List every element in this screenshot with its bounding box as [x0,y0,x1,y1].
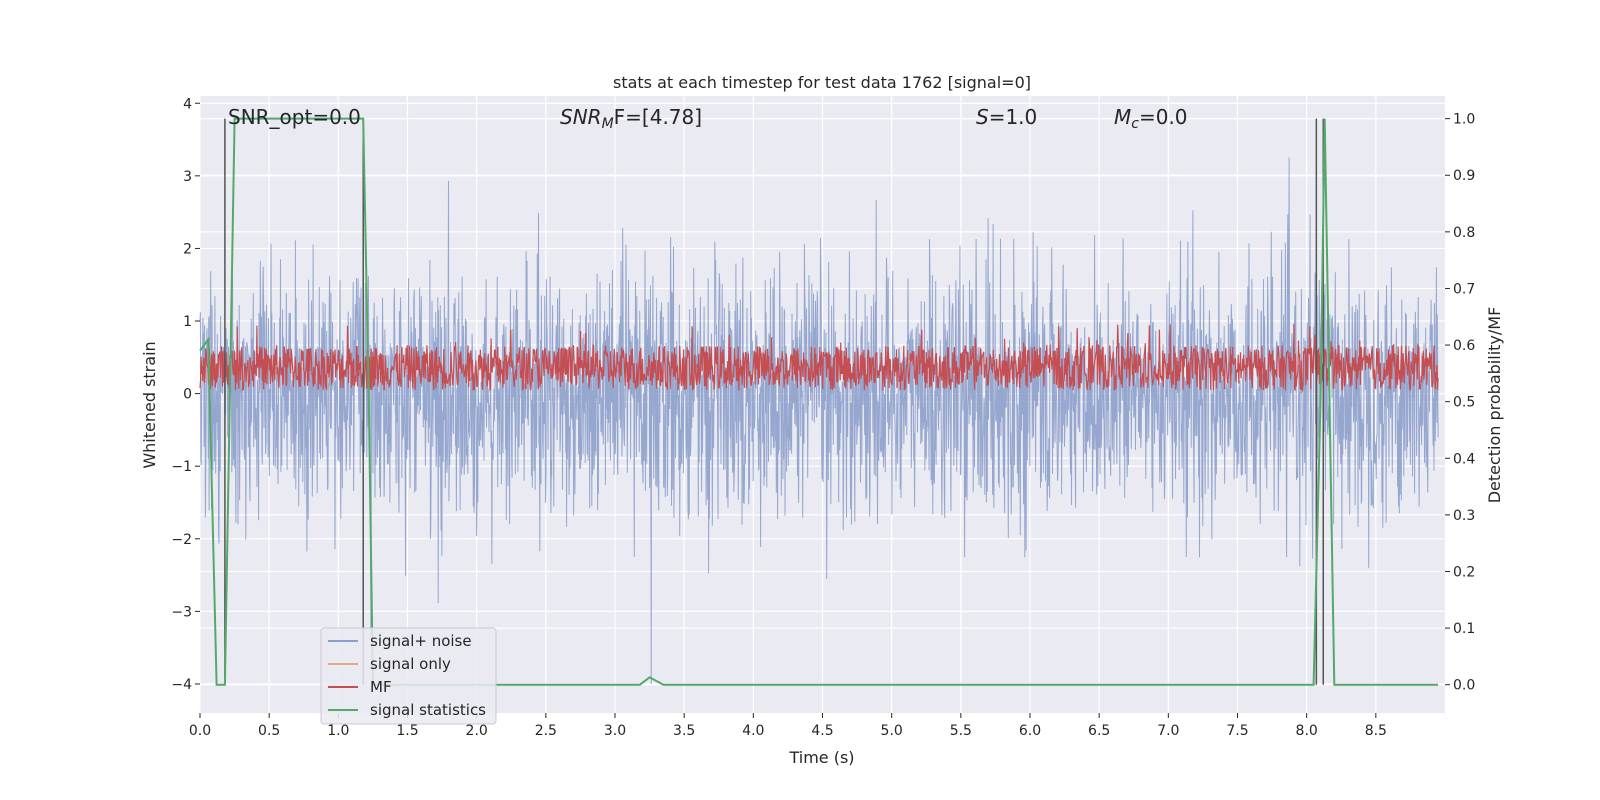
x-tick-label: 2.5 [535,723,557,739]
legend-box [320,627,497,725]
annotation-mc: Mc=0.0 [1114,105,1188,132]
annotation-mc-main: M [1114,105,1131,129]
y-right-tick-label: 0.0 [1453,678,1475,694]
y-left-tick-label: −2 [171,532,192,548]
y-right-tick-label: 0.6 [1453,338,1475,354]
mf-series [199,323,1439,393]
x-tick-label: 1.0 [327,723,349,739]
annotation-snr-mf-sub: M [602,116,614,132]
x-tick-label: 0.5 [258,723,280,739]
y-left-tick-label: −1 [171,459,192,475]
left-axis-title: Whitened strain [140,341,159,468]
x-tick-label: 0.0 [189,723,211,739]
x-tick-label: 8.5 [1365,723,1387,739]
left-axis-ticks: 4 3 2 1 0 −1 −2 −3 −4 [171,96,200,693]
signal-statistics-series [199,117,1439,686]
annotation-s: S=1.0 [976,105,1037,129]
y-left-tick-label: −4 [171,677,192,693]
annotation-mc-sub: c [1131,116,1139,132]
legend-label-signal-noise: signal+ noise [370,632,472,650]
y-right-tick-label: 0.3 [1453,508,1475,524]
x-tick-label: 5.0 [881,723,903,739]
legend: signal+ noise signal only MF signal stat… [320,627,497,725]
annotation-snr-mf-main: SNR [560,105,602,129]
y-left-tick-label: 0 [183,387,192,403]
x-tick-label: 7.5 [1226,723,1248,739]
y-right-tick-label: 0.4 [1453,451,1475,467]
chart-title: stats at each timestep for test data 176… [613,73,1031,92]
annotation-s-rest: =1.0 [989,105,1038,129]
legend-label-signal-statistics: signal statistics [370,701,486,719]
x-tick-label: 3.5 [673,723,695,739]
x-tick-label: 7.0 [1157,723,1179,739]
x-tick-label: 8.0 [1296,723,1318,739]
legend-label-signal-only: signal only [370,655,451,673]
signal-statistics-line [199,117,1439,686]
x-tick-label: 2.0 [466,723,488,739]
x-tick-label: 6.5 [1088,723,1110,739]
x-tick-label: 4.5 [811,723,833,739]
y-left-tick-label: 4 [183,96,192,112]
y-right-tick-label: 0.5 [1453,395,1475,411]
y-left-tick-label: −3 [171,604,192,620]
x-axis-ticks: 0.0 0.5 1.0 1.5 2.0 2.5 3.0 3.5 4.0 4.5 5.0 5.5 6.0 6… [189,713,1387,739]
x-axis-title: Time (s) [788,748,854,767]
y-left-tick-label: 2 [183,241,192,257]
x-tick-label: 1.5 [396,723,418,739]
x-tick-label: 4.0 [742,723,764,739]
annotation-s-main: S [976,105,989,129]
y-right-tick-label: 0.9 [1453,168,1475,184]
legend-label-mf: MF [370,678,392,696]
y-right-tick-label: 1.0 [1453,112,1475,128]
annotation-snr-mf-rest: F=[4.78] [614,105,702,129]
right-axis-title: Detection probability/MF [1485,307,1504,504]
annotation-snr-opt: SNR_opt=0.0 [228,105,361,129]
y-right-tick-label: 0.1 [1453,621,1475,637]
annotation-mc-rest: =0.0 [1139,105,1188,129]
annotation-snr-mf: SNRMF=[4.78] [560,105,702,132]
mf-line [199,323,1439,393]
right-axis-ticks: 1.0 0.9 0.8 0.7 0.6 0.5 0.4 0.3 0.2 0.1 0.0 [1445,112,1475,694]
y-left-tick-label: 1 [183,314,192,330]
y-left-tick-label: 3 [183,169,192,185]
y-right-tick-label: 0.2 [1453,564,1475,580]
y-right-tick-label: 0.7 [1453,281,1475,297]
x-tick-label: 5.5 [950,723,972,739]
x-tick-label: 6.0 [1019,723,1041,739]
y-right-tick-label: 0.8 [1453,225,1475,241]
x-tick-label: 3.0 [604,723,626,739]
